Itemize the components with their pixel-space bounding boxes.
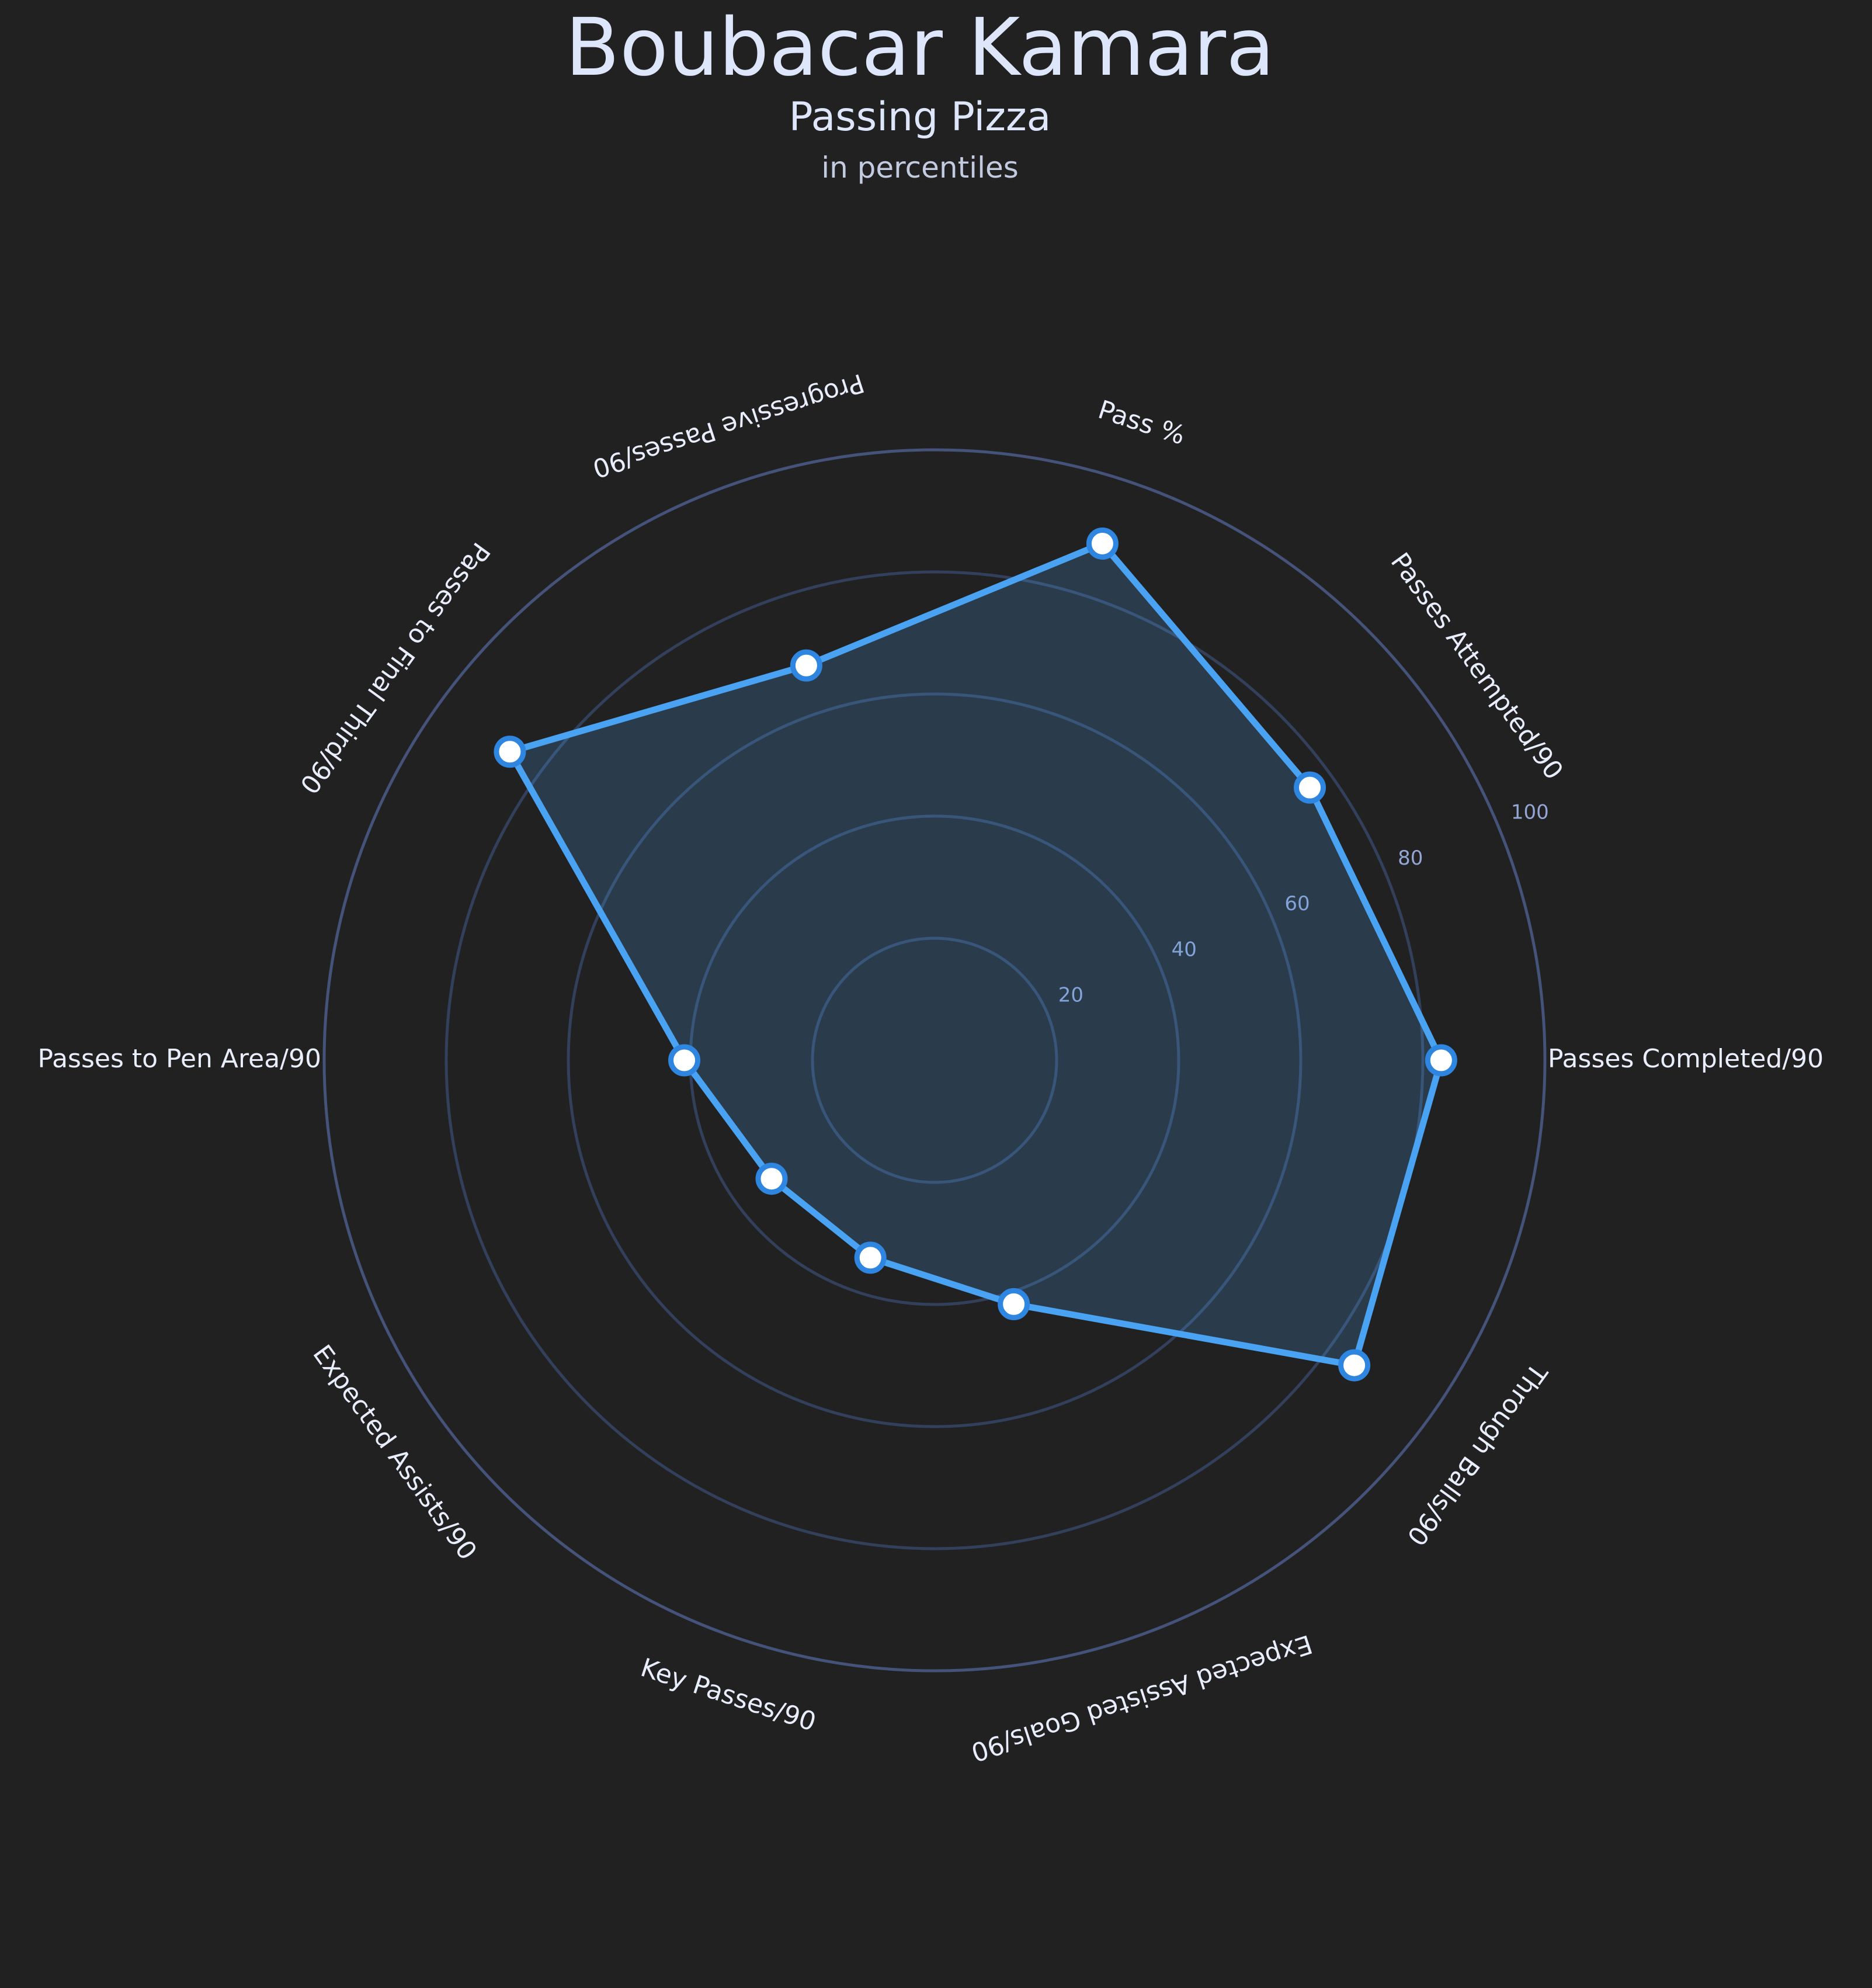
- grid-ring-80: [444, 570, 1425, 1550]
- axis-label-4: Progressive Passes/90: [589, 367, 867, 483]
- data-point-5: [494, 735, 526, 768]
- axis-label-6: Passes to Pen Area/90: [38, 1044, 321, 1074]
- data-point-4: [790, 649, 822, 682]
- data-point-10: [1338, 1349, 1371, 1382]
- data-point-1: [1425, 1044, 1457, 1077]
- tick-label-60: 60: [1284, 892, 1310, 915]
- tick-label-40: 40: [1172, 938, 1197, 961]
- chart-title: Boubacar Kamara: [565, 2, 1275, 94]
- tick-label-20: 20: [1058, 984, 1083, 1007]
- axis-label-3: Pass %: [1095, 395, 1189, 451]
- data-point-9: [998, 1288, 1030, 1320]
- axis-label-1: Passes Completed/90: [1548, 1044, 1824, 1074]
- series-layer: [494, 527, 1457, 1382]
- chart-subtitle: Passing Pizza: [789, 94, 1051, 140]
- grid-ring-60: [567, 692, 1303, 1428]
- data-point-8: [854, 1241, 887, 1274]
- data-point-2: [1294, 771, 1326, 804]
- chart-unit-note: in percentiles: [821, 151, 1019, 185]
- series-area: [509, 543, 1442, 1366]
- data-point-6: [668, 1044, 701, 1077]
- axis-label-10: Through Balls/90: [1401, 1357, 1553, 1551]
- data-point-3: [1086, 527, 1119, 560]
- data-point-7: [755, 1163, 788, 1195]
- axis-label-2: Passes Attempted/90: [1385, 547, 1569, 785]
- grid-ring-20: [811, 936, 1058, 1184]
- axis-label-9: Expected Assisted Goals/90: [967, 1629, 1315, 1767]
- grid-rings: [322, 448, 1547, 1673]
- axis-label-8: Key Passes/90: [637, 1653, 819, 1737]
- tick-label-80: 80: [1398, 846, 1423, 870]
- radial-tick-labels: 20 40 60 80 100: [1058, 801, 1549, 1007]
- tick-label-100: 100: [1511, 801, 1549, 824]
- grid-ring-100: [322, 448, 1547, 1673]
- axis-label-7: Expected Assists/90: [307, 1340, 482, 1566]
